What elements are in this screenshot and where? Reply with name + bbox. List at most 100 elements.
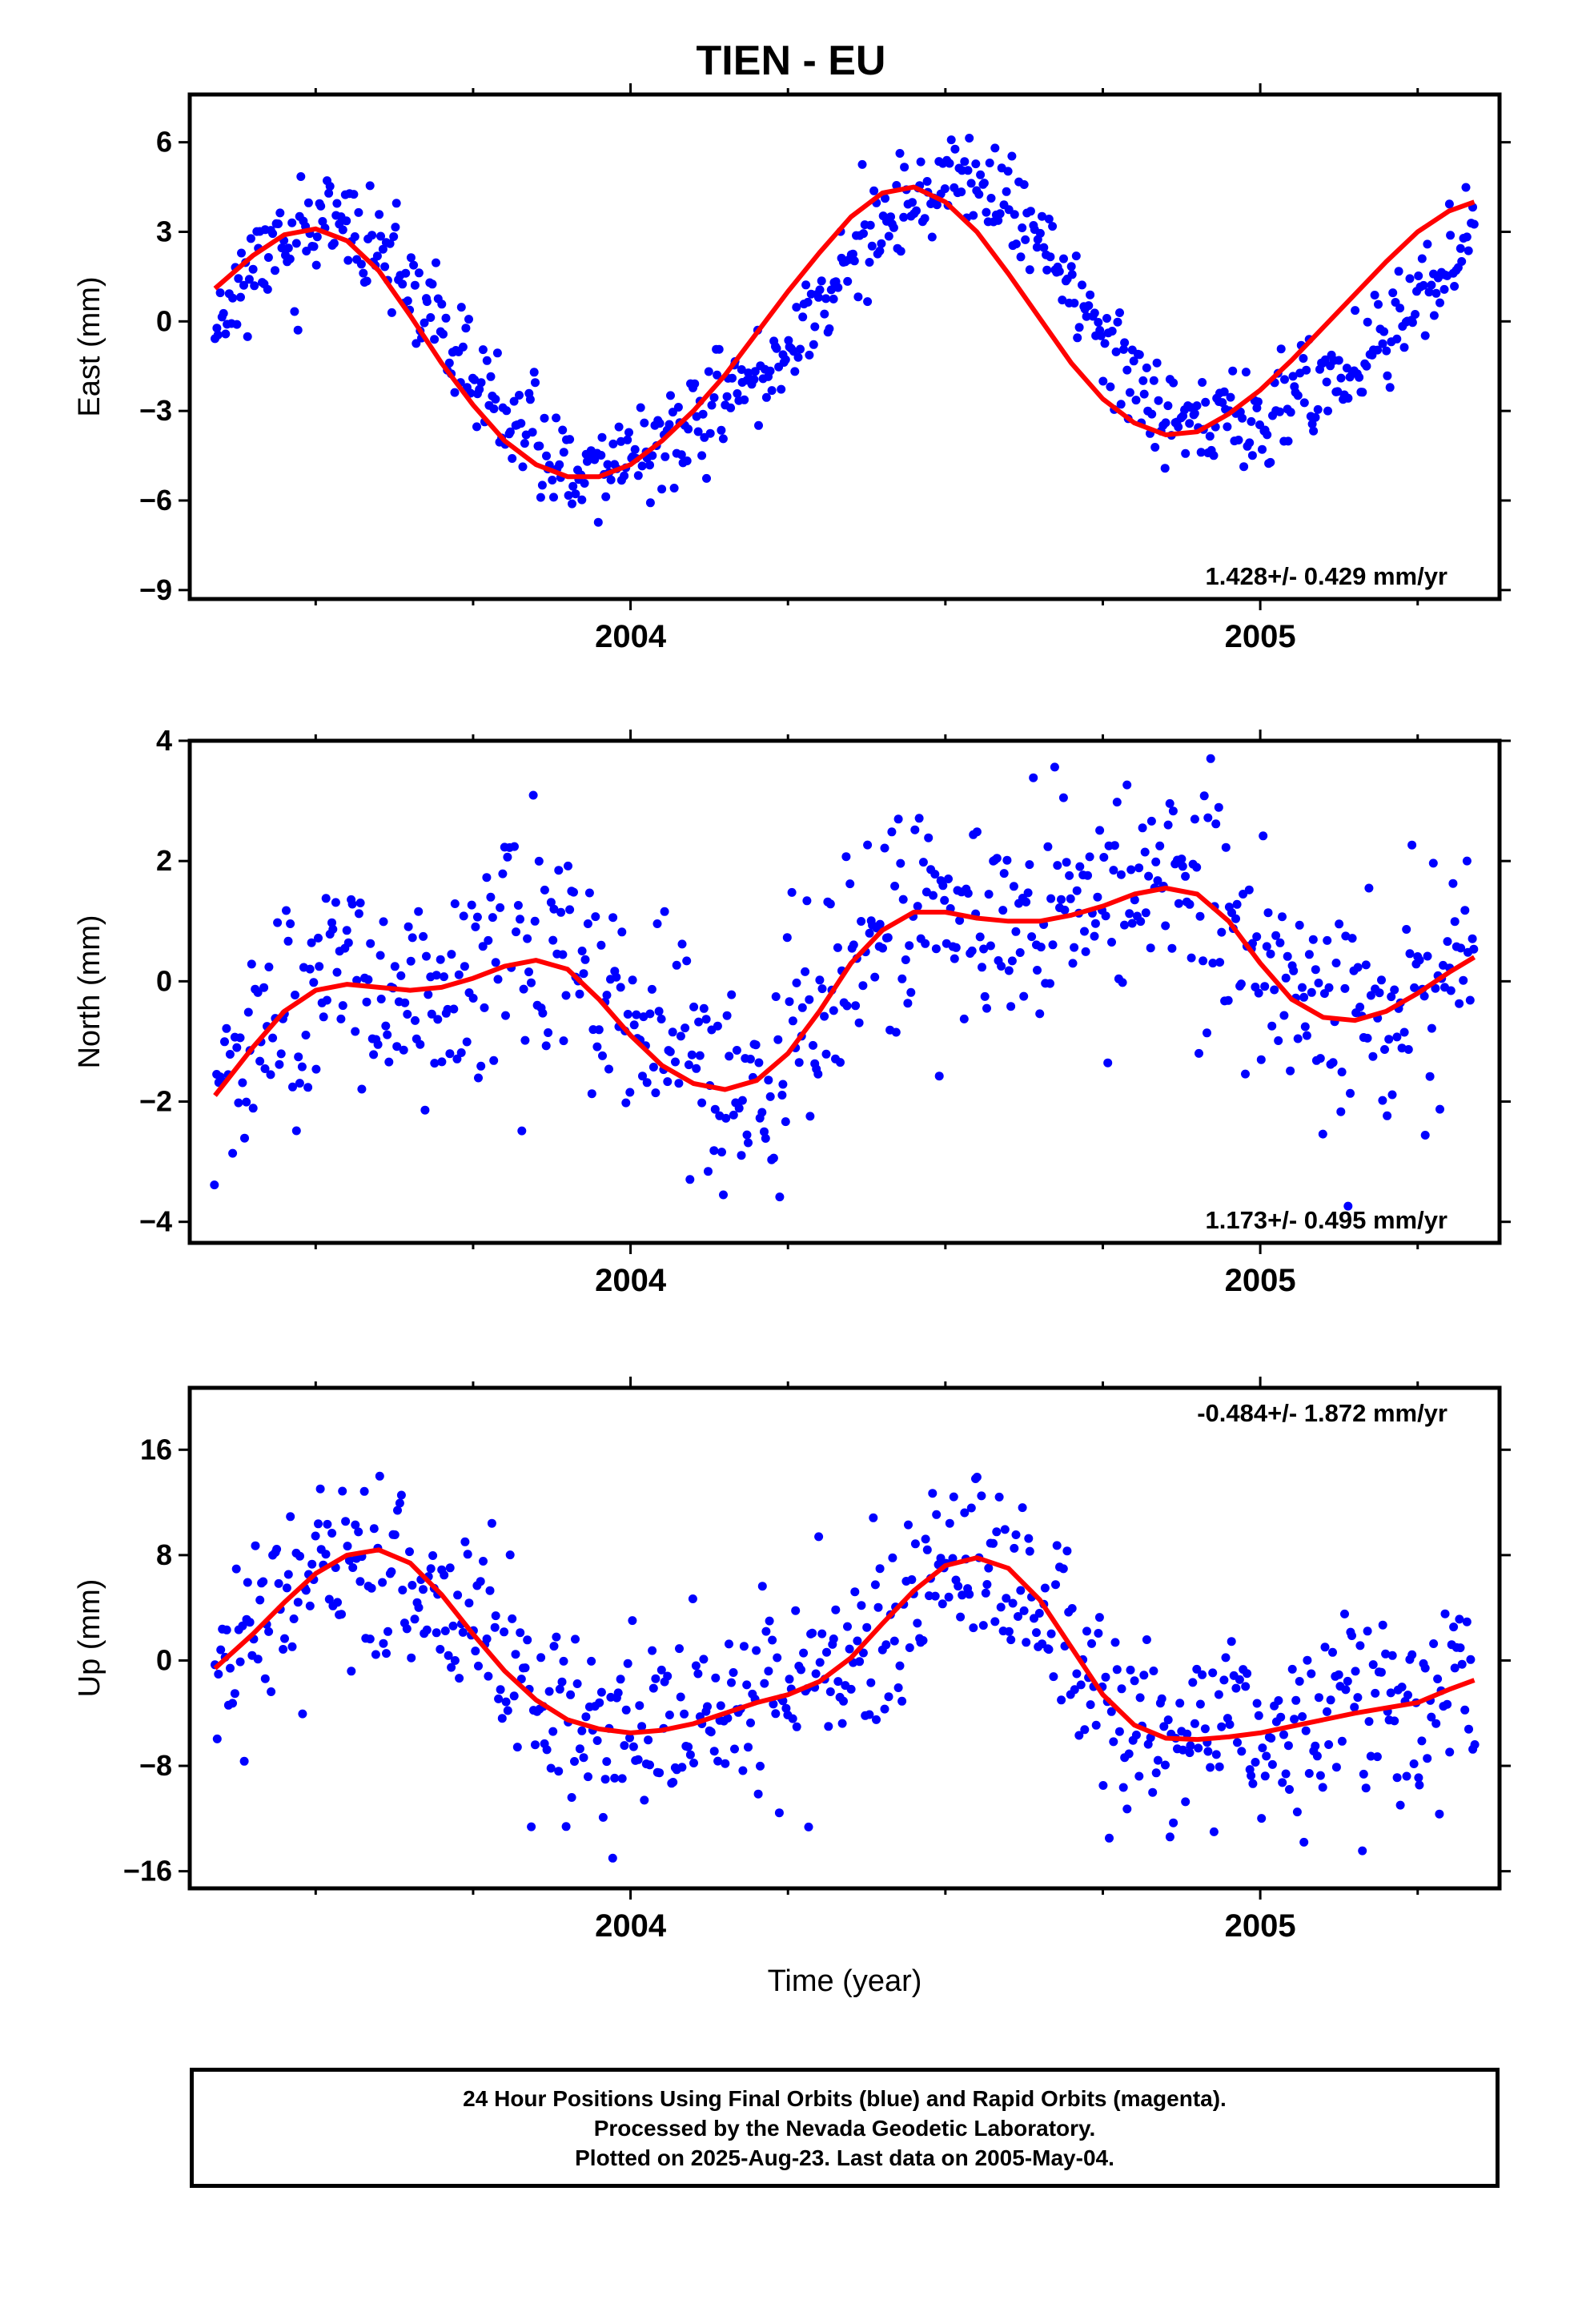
data-point <box>1299 354 1308 363</box>
data-point <box>264 963 274 971</box>
data-point <box>1098 376 1108 386</box>
plot-frame <box>187 738 1502 1245</box>
data-point <box>283 243 293 253</box>
data-point <box>1192 401 1202 411</box>
data-point <box>496 903 505 912</box>
data-point <box>1424 287 1434 297</box>
data-point <box>910 1539 920 1549</box>
data-point <box>1140 847 1150 857</box>
data-point <box>1048 222 1058 231</box>
data-point <box>528 428 537 437</box>
data-point <box>1214 1690 1223 1699</box>
data-point <box>1044 215 1054 223</box>
data-point <box>1199 791 1209 801</box>
data-point <box>404 922 413 931</box>
data-point <box>416 1039 425 1049</box>
data-point <box>881 194 889 203</box>
data-point <box>216 1645 226 1655</box>
data-point <box>1192 862 1202 872</box>
x-tick-label: 2005 <box>1225 619 1296 654</box>
data-point <box>462 1037 472 1047</box>
data-point <box>1439 284 1449 294</box>
data-point <box>1025 1546 1034 1556</box>
data-point <box>737 1151 746 1160</box>
data-point <box>549 1642 559 1651</box>
data-point <box>833 283 843 292</box>
data-point <box>347 1667 356 1676</box>
data-point <box>709 1146 719 1156</box>
data-point <box>1118 1783 1128 1792</box>
y-tick-label: −9 <box>139 573 172 606</box>
data-point <box>1011 927 1021 936</box>
data-point <box>1232 899 1242 909</box>
data-point <box>1320 1642 1330 1652</box>
data-point <box>684 424 693 434</box>
x-tick-label: 2005 <box>1225 1908 1296 1944</box>
data-point <box>523 934 532 943</box>
data-point <box>280 1634 289 1643</box>
data-point <box>1046 252 1055 262</box>
data-point <box>571 489 580 499</box>
data-point <box>474 1073 483 1083</box>
data-point <box>1307 1669 1316 1679</box>
data-point <box>273 918 283 927</box>
data-point <box>822 1647 831 1657</box>
data-point <box>1070 299 1079 308</box>
data-point <box>260 1064 270 1073</box>
data-point <box>259 1577 268 1586</box>
data-point <box>225 1050 235 1059</box>
data-point <box>293 325 303 335</box>
y-tick-label: 0 <box>156 964 172 997</box>
data-point <box>863 840 873 850</box>
data-point <box>638 1072 647 1081</box>
data-point <box>1375 988 1384 998</box>
data-point <box>1355 1641 1365 1651</box>
y-tick-label: 2 <box>156 844 172 877</box>
data-point <box>685 1175 695 1184</box>
data-point <box>1062 1546 1072 1556</box>
data-point <box>1004 1626 1014 1636</box>
data-point <box>243 1578 252 1587</box>
data-point <box>1285 1785 1294 1794</box>
data-point <box>1302 365 1311 375</box>
data-point <box>548 476 557 485</box>
data-point <box>1105 1833 1114 1843</box>
data-point <box>422 1625 432 1634</box>
data-point <box>893 814 903 824</box>
data-point <box>640 418 649 428</box>
data-point <box>472 912 482 922</box>
data-point <box>985 159 994 167</box>
plot-frame <box>187 1385 1502 1891</box>
data-point <box>757 1582 767 1591</box>
data-point <box>644 1735 653 1745</box>
data-point <box>1286 1066 1295 1076</box>
data-point <box>900 163 909 172</box>
data-point <box>390 1530 400 1539</box>
data-point <box>1209 451 1219 460</box>
data-point <box>232 320 242 329</box>
data-point <box>1225 1719 1235 1729</box>
data-point <box>661 452 670 461</box>
data-point <box>996 1602 1006 1612</box>
data-point <box>651 1674 661 1683</box>
data-point <box>1263 430 1272 440</box>
data-point <box>1106 1707 1116 1716</box>
data-point <box>1435 1809 1444 1819</box>
data-point <box>1178 862 1187 871</box>
data-point <box>1010 210 1019 219</box>
data-point <box>1122 780 1132 790</box>
data-point <box>1337 1736 1347 1746</box>
data-point <box>489 1055 499 1065</box>
data-point <box>602 991 612 1000</box>
data-point <box>447 950 456 959</box>
data-point <box>1139 1671 1149 1680</box>
data-point <box>1217 927 1227 937</box>
data-point <box>1091 1720 1101 1730</box>
data-point <box>409 260 419 270</box>
rate-label: 1.428+/- 0.429 mm/yr <box>1206 562 1447 590</box>
data-point <box>640 1795 649 1805</box>
data-point <box>1318 1783 1327 1792</box>
panel-2: 4 2 0 −2 −4 2004 2005 North (mm) 1.173+/- 0.495 … <box>73 724 1511 1298</box>
data-point <box>938 881 948 891</box>
data-point <box>399 1045 408 1055</box>
